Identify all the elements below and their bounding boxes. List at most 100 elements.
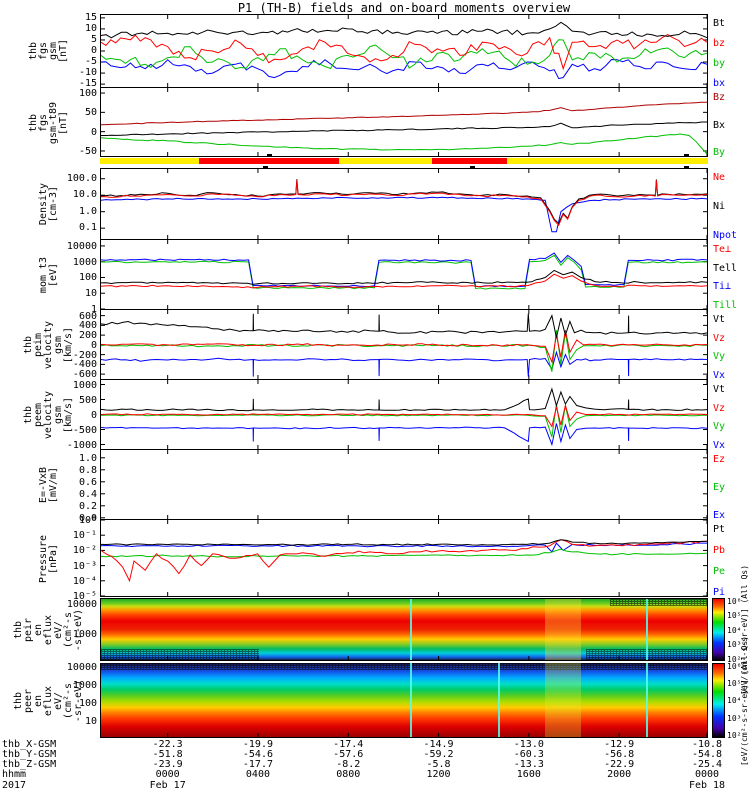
series-ti — [101, 252, 707, 288]
chart-title: P1 (TH-B) fields and on-board moments ov… — [237, 1, 571, 15]
y-tick-label: 10.0 — [72, 189, 97, 201]
legend-ez: Ez — [713, 454, 726, 465]
bottom-row-value: -54.6 — [242, 749, 273, 760]
series-vy — [101, 403, 707, 438]
roi-red-segment — [432, 158, 507, 164]
roi-mark-below — [684, 166, 690, 168]
bottom-row-value: Feb 17 — [149, 780, 186, 791]
disturbance-column — [545, 663, 581, 737]
bottom-row-value: -23.9 — [152, 759, 183, 770]
y-tick-label: 15 — [84, 11, 97, 23]
bottom-row-label-2017: 2017 — [2, 780, 27, 791]
y-tick-label: 50 — [84, 107, 97, 119]
series-bx — [101, 58, 707, 80]
series-bz — [101, 101, 707, 126]
legend-vy: Vy — [713, 421, 726, 433]
panel-efield — [100, 450, 708, 520]
legend-tell: Tell — [713, 262, 738, 274]
panel-peem-velocity — [100, 380, 708, 450]
bottom-row-value: -17.4 — [333, 739, 364, 750]
roi-mark-below — [263, 166, 268, 168]
legend-till: Till — [713, 300, 738, 311]
y-tick-label: 1 — [90, 304, 97, 315]
y-tick-label: 10000 — [66, 599, 97, 611]
bottom-row-value: -17.7 — [242, 759, 273, 770]
y-tick-label: -600 — [72, 369, 97, 381]
series-vz — [101, 330, 707, 364]
legend-bt: Bt — [713, 18, 726, 29]
roi-mark-above — [267, 154, 273, 156]
bottom-row-value: -57.6 — [333, 749, 364, 760]
series-bx — [101, 121, 707, 136]
series-ne — [101, 179, 707, 227]
panel-plot-pressure — [101, 520, 707, 596]
colorbar-tick-label: 10⁵ — [727, 611, 742, 621]
y-tick-label: 100 — [78, 88, 97, 100]
y-tick-label: 100 — [78, 697, 97, 709]
y-tick-label: 10⁻¹ — [72, 530, 97, 542]
colorbar-tick-label: 10⁴ — [727, 696, 742, 706]
roi-red-segment — [199, 158, 340, 164]
y-tick-label: 1000 — [72, 680, 97, 692]
panel-plot-fgs — [101, 88, 707, 156]
series-pb — [101, 539, 707, 583]
bottom-row-value: -25.4 — [691, 759, 723, 770]
colorbar-peir — [712, 598, 725, 661]
series-vx — [101, 423, 707, 447]
legend-vx: Vx — [713, 440, 726, 451]
panel-plot-peem-velocity — [101, 380, 707, 449]
y-tick-label: 10⁰ — [78, 515, 97, 526]
panel-peer — [100, 663, 708, 738]
legend-ey: Ey — [713, 482, 726, 493]
series-vt — [101, 313, 707, 338]
panel-plot-efield — [101, 450, 707, 519]
bottom-row-value: 0400 — [245, 769, 270, 780]
speckle-region — [101, 663, 707, 671]
panel-plot-mom-t3 — [101, 240, 707, 309]
legend-pb: Pb — [713, 545, 726, 556]
legend-bz: Bz — [713, 92, 726, 103]
bottom-row-label-hhmm: hhmm — [2, 769, 27, 780]
panel-mom-t3 — [100, 240, 708, 310]
legend-ni: Ni — [713, 201, 726, 212]
roi-status-bar — [100, 158, 708, 164]
y-tick-label: -5 — [84, 56, 97, 68]
y-tick-label: 0.0 — [78, 512, 97, 524]
series-vx — [101, 350, 707, 377]
y-tick-label: 10⁻⁵ — [72, 591, 97, 602]
y-tick-label: 1000 — [72, 256, 97, 268]
panel-plot-peim-velocity — [101, 310, 707, 379]
y-tick-label: 0.2 — [78, 500, 97, 512]
bottom-row-value: -5.8 — [426, 759, 451, 770]
bottom-row-value: -54.8 — [691, 749, 723, 760]
series-pe — [101, 548, 707, 558]
colorbar-tick-label: 10⁶ — [727, 596, 742, 606]
y-tick-label: 500 — [78, 394, 97, 406]
y-tick-label: -15 — [78, 78, 97, 90]
y-tick-label: 10⁻² — [72, 545, 97, 557]
legend-pi: Pi — [713, 587, 726, 598]
speckle-region — [101, 649, 259, 660]
legend-pt: Pt — [713, 524, 726, 535]
bottom-row-value: -19.9 — [242, 739, 273, 750]
bottom-row-value: 1200 — [426, 769, 451, 780]
panel-peim-velocity — [100, 310, 708, 380]
legend-ti: Ti⊥ — [713, 281, 732, 293]
bottom-row-value: 0000 — [694, 769, 720, 780]
legend-te: Te⊥ — [713, 244, 732, 255]
y-tick-label: 10000 — [66, 240, 97, 252]
colorbar-tick-label: 10⁴ — [727, 625, 742, 635]
series-bz — [101, 34, 707, 71]
bottom-row-value: -60.3 — [513, 749, 544, 760]
speckle-region — [610, 599, 707, 607]
panel-pressure — [100, 520, 708, 597]
series-te — [101, 273, 707, 289]
legend-vx: Vx — [713, 370, 726, 381]
bottom-row-value: -14.9 — [423, 739, 454, 750]
colorbar-tick-label: 10⁶ — [727, 661, 742, 671]
bottom-row-value: 1600 — [516, 769, 541, 780]
bottom-row-value: -22.3 — [152, 739, 183, 750]
legend-by: by — [713, 58, 726, 69]
legend-by: By — [713, 147, 726, 158]
series-till — [101, 254, 707, 290]
